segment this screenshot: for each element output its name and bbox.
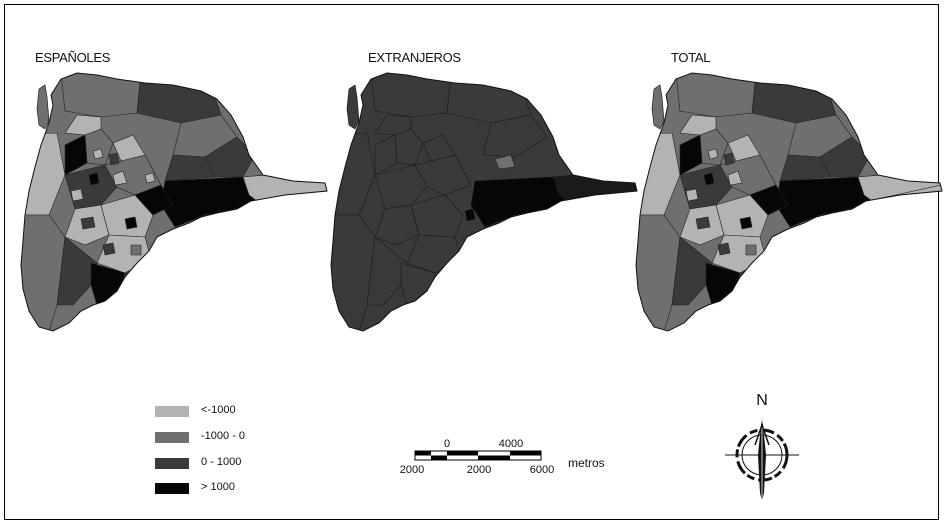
map-title-extranjeros: EXTRANJEROS [368, 50, 461, 65]
figure-frame: ESPAÑOLES EXTRANJEROS TOTAL [4, 4, 943, 520]
scale-label-bottom-2000-left: 2000 [400, 464, 424, 476]
map-title-espanoles: ESPAÑOLES [35, 50, 111, 65]
legend-swatch [155, 483, 189, 494]
map-total [635, 72, 943, 332]
legend-swatch [155, 406, 189, 417]
scale-bar: 0 4000 2000 2000 6000 metros [400, 438, 605, 476]
scale-label-bottom-2000: 2000 [467, 464, 491, 476]
legend-label: <-1000 [201, 404, 236, 416]
legend-label: 0 - 1000 [201, 456, 242, 468]
scale-label-top-4000: 4000 [499, 438, 523, 450]
legend-label: > 1000 [201, 481, 235, 493]
north-arrow-icon: N [725, 392, 799, 501]
legend-swatch [155, 458, 189, 469]
scale-unit: metros [568, 456, 605, 470]
legend-swatch [155, 432, 189, 443]
scale-label-top-0: 0 [444, 438, 450, 450]
map-title-total: TOTAL [671, 50, 711, 65]
scale-label-bottom-6000: 6000 [530, 464, 554, 476]
map-espanoles [20, 72, 328, 332]
map-extranjeros [330, 72, 638, 332]
legend-label: -1000 - 0 [201, 430, 246, 442]
north-label: N [756, 392, 768, 409]
